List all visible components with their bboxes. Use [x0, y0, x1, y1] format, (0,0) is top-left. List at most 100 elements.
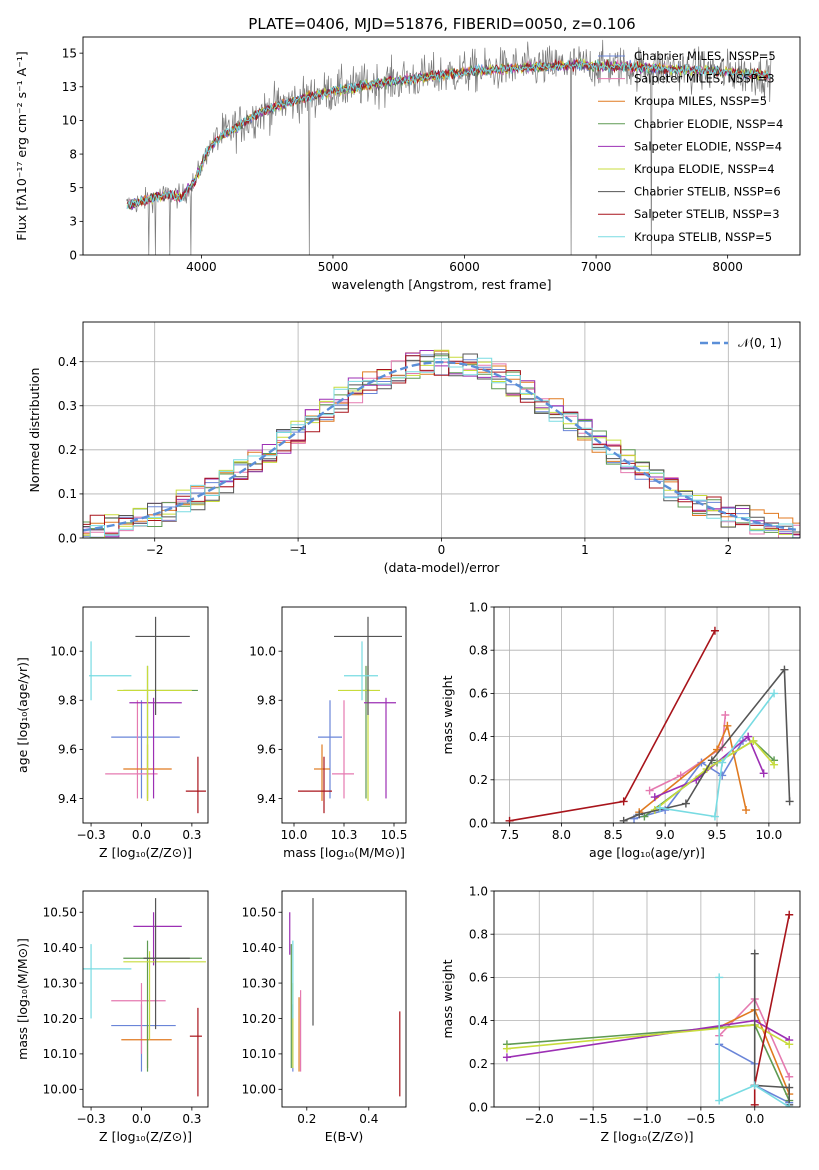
y-tick-label: 9.8: [58, 694, 77, 708]
mass-weight-point: [721, 711, 730, 719]
x-tick-label: 0.3: [182, 1112, 201, 1126]
x-tick-label: 0.3: [182, 828, 201, 842]
x-tick-label: −2.0: [525, 1112, 554, 1126]
x-axis-label: wavelength [Angstrom, rest frame]: [331, 277, 551, 292]
y-tick-label: 0: [69, 248, 77, 262]
x-tick-label: 0.0: [132, 1112, 151, 1126]
mass-weight-line: [718, 977, 790, 1107]
mass-weight-point: [780, 665, 789, 674]
x-tick-label: 0.0: [132, 828, 151, 842]
figure-layer: 4000 5000 6000 7000 80000358101315wavelength…: [14, 36, 801, 1144]
mass_vs_ebv-plot-area: [289, 898, 401, 1097]
age_vs_Z-axes: −0.3 0.0 0.3 9.4 9.6 9.8 10.0 Z [log₁₀(Z/Z⊙)] ag…: [15, 606, 209, 860]
y-tick-label: 0.3: [58, 399, 77, 413]
x-tick-label: 0: [438, 543, 446, 557]
mass-weight-point: [619, 797, 628, 806]
y-tick-label: 10.00: [242, 1083, 276, 1097]
mass-weight-line: [638, 723, 747, 813]
x-tick-label: 7.5: [500, 828, 519, 842]
x-tick-label: 5000: [318, 260, 349, 274]
mass-weight-point: [749, 736, 758, 745]
y-tick-label: 10.00: [43, 1083, 77, 1097]
x-tick-label: 4000: [186, 260, 217, 274]
x-axis-label: Z [log₁₀(Z/Z⊙)]: [99, 845, 192, 860]
y-tick-label: 10.20: [43, 1012, 77, 1026]
mass-weight-point: [770, 760, 779, 769]
mass-weight-point: [718, 758, 727, 767]
mass-weight-point: [619, 816, 628, 823]
mass-weight-point: [785, 1083, 794, 1092]
y-tick-label: 10.20: [242, 1012, 276, 1026]
y-tick-label: 9.6: [257, 743, 276, 757]
y-tick-label: 9.4: [257, 792, 276, 806]
legend-label: Kroupa ELODIE, NSSP=4: [634, 162, 775, 176]
mass_vs_Z-axes: −0.3 0.0 0.3 10.00 10.10 10.20 10.30 10.40 10.50…: [15, 890, 209, 1144]
y-tick-label: 0.4: [58, 355, 77, 369]
axes-frame: [82, 890, 209, 1108]
mass_weight_vs_Z-axes: −2.0 −1.5 −1.0 −0.5 0.0 0.0 0.2 0.4 0.6 0.8 1.0 Z […: [440, 884, 801, 1144]
y-tick-label: 1.0: [469, 600, 488, 614]
mass-weight-point: [655, 803, 664, 812]
x-tick-label: 10.5: [381, 828, 408, 842]
y-tick-label: 8: [69, 147, 77, 161]
legend-label: Salpeter MILES, NSSP=3: [634, 72, 775, 86]
mass-weight-point: [785, 1072, 794, 1081]
legend-label: Kroupa STELIB, NSSP=5: [634, 230, 772, 244]
x-tick-label: 0.2: [297, 1112, 316, 1126]
x-axis-label: (data-model)/error: [384, 560, 501, 575]
y-tick-label: 13: [62, 80, 77, 94]
mass-weight-point: [502, 1044, 511, 1053]
y-axis-label: mass [log₁₀(M/M⊙)]: [15, 938, 30, 1060]
y-tick-label: 10.30: [43, 976, 77, 990]
x-tick-label: 8.0: [552, 828, 571, 842]
x-tick-label: 0.0: [745, 1112, 764, 1126]
x-axis-label: Z [log₁₀(Z/Z⊙)]: [99, 1129, 192, 1144]
mass-weight-line: [654, 735, 765, 798]
y-axis-label: Flux [fλ10⁻¹⁷ erg cm⁻² s⁻¹ A⁻¹]: [14, 51, 29, 240]
x-tick-label: 1: [581, 543, 589, 557]
y-tick-label: 0.4: [469, 730, 488, 744]
x-tick-label: −2: [146, 543, 164, 557]
mass-weight-point: [718, 771, 727, 780]
y-tick-label: 0.0: [469, 1100, 488, 1114]
mass-weight-line: [753, 953, 791, 1105]
mass-weight-point: [770, 689, 779, 698]
y-tick-label: 0.6: [469, 687, 488, 701]
y-tick-label: 10.0: [249, 644, 276, 658]
mass-weight-point: [661, 806, 670, 815]
residual-histogram-step: [83, 353, 800, 533]
mass-weight-point: [759, 769, 768, 778]
mass-weight-point: [785, 910, 794, 919]
y-tick-label: 0.1: [58, 487, 77, 501]
figure-title: PLATE=0406, MJD=51876, FIBERID=0050, z=0…: [248, 15, 635, 33]
x-tick-label: −1: [289, 543, 307, 557]
y-tick-label: 9.8: [257, 694, 276, 708]
mass-weight-point: [650, 793, 659, 802]
y-tick-label: 10.0: [50, 644, 77, 658]
y-tick-label: 0.2: [58, 443, 77, 457]
mass-weight-point: [750, 949, 759, 958]
x-tick-label: 8.5: [604, 828, 623, 842]
mass-weight-line: [623, 667, 791, 822]
axes-frame: [493, 606, 801, 824]
x-tick-label: −1.5: [579, 1112, 608, 1126]
legend-label: Chabrier MILES, NSSP=5: [634, 49, 776, 63]
age_vs_mass-plot-area: [298, 616, 402, 814]
mass-weight-point: [505, 816, 514, 823]
mass_weight_vs_age-axes: 7.5 8.0 8.5 9.0 9.5 10.0 0.0 0.2 0.4 0.6 0.8 1.0 age…: [440, 600, 801, 860]
mass-weight-line: [654, 739, 775, 811]
mass-weight-point: [635, 810, 644, 819]
y-tick-label: 15: [62, 46, 77, 60]
y-tick-label: 1.0: [469, 884, 488, 898]
axes-frame: [281, 890, 407, 1108]
mass_vs_ebv-axes: 0.2 0.4 10.00 10.10 10.20 10.30 10.40 10.50 E(B-…: [242, 890, 407, 1144]
axes-frame: [82, 36, 801, 256]
mass-weight-point: [742, 806, 751, 815]
residual-histogram-step: [83, 357, 800, 538]
x-tick-label: 0.4: [359, 1112, 378, 1126]
y-tick-label: 10.50: [242, 906, 276, 920]
model-spectrum-line: [126, 58, 771, 210]
legend-label: Salpeter STELIB, NSSP=3: [634, 207, 780, 221]
mass-weight-point: [750, 1100, 759, 1107]
y-tick-label: 0.2: [469, 1057, 488, 1071]
